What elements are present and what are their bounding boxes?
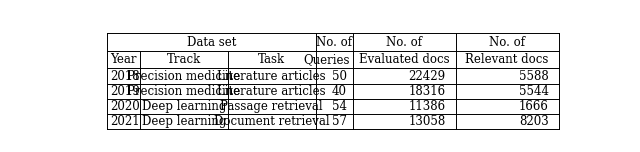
Text: Precision medicine: Precision medicine <box>127 69 241 83</box>
Text: 2018: 2018 <box>110 69 140 83</box>
Text: 2019: 2019 <box>110 85 140 98</box>
Text: 13058: 13058 <box>408 115 446 128</box>
Text: No. of: No. of <box>316 36 352 49</box>
Text: Data set: Data set <box>187 36 236 49</box>
Text: Year: Year <box>110 53 137 66</box>
Text: 22429: 22429 <box>409 69 446 83</box>
Text: No. of: No. of <box>387 36 422 49</box>
Text: 50: 50 <box>332 69 347 83</box>
Text: Evaluated docs: Evaluated docs <box>359 53 449 66</box>
Text: 18316: 18316 <box>409 85 446 98</box>
Text: 54: 54 <box>332 100 347 113</box>
Text: Precision medicine: Precision medicine <box>127 85 241 98</box>
Text: Passage retrieval: Passage retrieval <box>221 100 323 113</box>
Text: Document retrieval: Document retrieval <box>214 115 330 128</box>
Text: Relevant docs: Relevant docs <box>465 53 549 66</box>
Text: Queries: Queries <box>303 53 350 66</box>
Text: 5588: 5588 <box>519 69 548 83</box>
Text: 5544: 5544 <box>519 85 548 98</box>
Text: Task: Task <box>258 53 285 66</box>
Text: 57: 57 <box>332 115 347 128</box>
Text: 2020: 2020 <box>110 100 140 113</box>
Text: No. of: No. of <box>489 36 525 49</box>
Text: 11386: 11386 <box>409 100 446 113</box>
Text: 8203: 8203 <box>519 115 548 128</box>
Text: Literature articles: Literature articles <box>218 85 326 98</box>
Text: 2021: 2021 <box>110 115 140 128</box>
Text: 1666: 1666 <box>519 100 548 113</box>
Text: Deep learning: Deep learning <box>141 115 226 128</box>
Text: Deep learning: Deep learning <box>141 100 226 113</box>
Text: Literature articles: Literature articles <box>218 69 326 83</box>
Text: Track: Track <box>166 53 201 66</box>
Text: 40: 40 <box>332 85 347 98</box>
